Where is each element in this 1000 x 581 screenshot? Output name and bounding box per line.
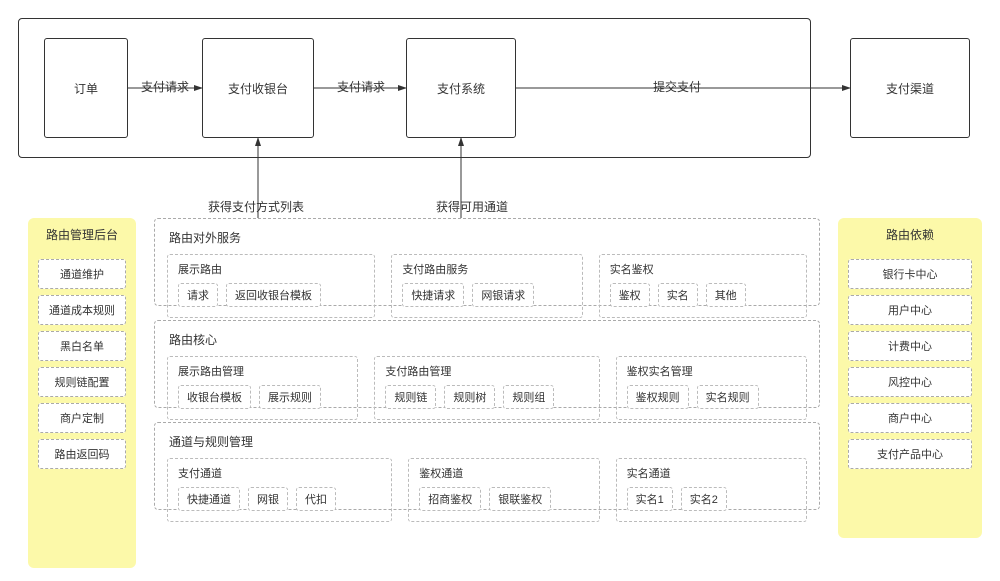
flow-box-channel: 支付渠道 — [850, 38, 970, 138]
services-panel: 路由对外服务 展示路由 请求 返回收银台模板 支付路由服务 快捷请求 网银请求 … — [154, 218, 820, 306]
panel-title: 路由对外服务 — [167, 227, 807, 254]
chip: 鉴权规则 — [627, 385, 689, 409]
group: 展示路由管理 收银台模板 展示规则 — [167, 356, 358, 420]
right-sidebar: 路由依赖 银行卡中心 用户中心 计费中心 风控中心 商户中心 支付产品中心 — [838, 218, 982, 538]
group-title: 鉴权实名管理 — [627, 363, 796, 379]
group: 支付通道 快捷通道 网银 代扣 — [167, 458, 392, 522]
group: 支付路由服务 快捷请求 网银请求 — [391, 254, 582, 318]
chip: 规则链 — [385, 385, 436, 409]
panel-title: 通道与规则管理 — [167, 431, 807, 458]
group: 支付路由管理 规则链 规则树 规则组 — [374, 356, 599, 420]
group: 鉴权通道 招商鉴权 银联鉴权 — [408, 458, 599, 522]
right-sidebar-item: 银行卡中心 — [848, 259, 972, 289]
chip: 网银请求 — [472, 283, 534, 307]
right-sidebar-title: 路由依赖 — [838, 218, 982, 253]
flow-box-paysys: 支付系统 — [406, 38, 516, 138]
right-sidebar-item: 用户中心 — [848, 295, 972, 325]
chip: 实名1 — [627, 487, 673, 511]
group: 实名鉴权 鉴权 实名 其他 — [599, 254, 807, 318]
chip: 鉴权 — [610, 283, 650, 307]
flow-box-label: 订单 — [74, 80, 98, 97]
left-sidebar-title: 路由管理后台 — [28, 218, 136, 253]
left-sidebar-item: 路由返回码 — [38, 439, 126, 469]
chip: 代扣 — [296, 487, 336, 511]
right-sidebar-item: 支付产品中心 — [848, 439, 972, 469]
flow-box-order: 订单 — [44, 38, 128, 138]
right-sidebar-item: 商户中心 — [848, 403, 972, 433]
chip: 招商鉴权 — [419, 487, 481, 511]
diagram-canvas: 订单 支付收银台 支付系统 支付渠道 支付请求 支付请求 提交支付 获得支付方式… — [0, 0, 1000, 581]
flow-box-label: 支付渠道 — [886, 80, 934, 97]
group: 实名通道 实名1 实名2 — [616, 458, 807, 522]
chip: 规则树 — [444, 385, 495, 409]
flow-box-label: 支付收银台 — [228, 80, 288, 97]
chip: 快捷请求 — [402, 283, 464, 307]
chip: 实名2 — [681, 487, 727, 511]
left-sidebar: 路由管理后台 通道维护 通道成本规则 黑白名单 规则链配置 商户定制 路由返回码 — [28, 218, 136, 568]
chip: 展示规则 — [259, 385, 321, 409]
right-sidebar-item: 计费中心 — [848, 331, 972, 361]
group: 鉴权实名管理 鉴权规则 实名规则 — [616, 356, 807, 420]
left-sidebar-item: 黑白名单 — [38, 331, 126, 361]
right-sidebar-item: 风控中心 — [848, 367, 972, 397]
flow-box-label: 支付系统 — [437, 80, 485, 97]
group-title: 支付路由管理 — [385, 363, 588, 379]
panel-title: 路由核心 — [167, 329, 807, 356]
edge-label-up-left: 获得支付方式列表 — [208, 198, 328, 215]
core-panel: 路由核心 展示路由管理 收银台模板 展示规则 支付路由管理 规则链 规则树 规则… — [154, 320, 820, 408]
chip: 网银 — [248, 487, 288, 511]
group-title: 实名通道 — [627, 465, 796, 481]
group-title: 展示路由管理 — [178, 363, 347, 379]
group-title: 展示路由 — [178, 261, 364, 277]
chip: 银联鉴权 — [489, 487, 551, 511]
left-sidebar-item: 通道成本规则 — [38, 295, 126, 325]
chip: 快捷通道 — [178, 487, 240, 511]
left-sidebar-item: 商户定制 — [38, 403, 126, 433]
edge-label-up-right: 获得可用通道 — [436, 198, 546, 215]
group-title: 鉴权通道 — [419, 465, 588, 481]
edge-label-order-cashier: 支付请求 — [128, 78, 202, 95]
channel-panel: 通道与规则管理 支付通道 快捷通道 网银 代扣 鉴权通道 招商鉴权 银联鉴权 实… — [154, 422, 820, 510]
chip: 规则组 — [503, 385, 554, 409]
chip: 其他 — [706, 283, 746, 307]
chip: 请求 — [178, 283, 218, 307]
chip: 收银台模板 — [178, 385, 251, 409]
edge-label-cashier-paysys: 支付请求 — [326, 78, 396, 95]
group: 展示路由 请求 返回收银台模板 — [167, 254, 375, 318]
group-title: 支付路由服务 — [402, 261, 571, 277]
group-title: 实名鉴权 — [610, 261, 796, 277]
edge-label-paysys-channel: 提交支付 — [642, 78, 712, 95]
left-sidebar-item: 规则链配置 — [38, 367, 126, 397]
group-title: 支付通道 — [178, 465, 381, 481]
chip: 返回收银台模板 — [226, 283, 321, 307]
flow-box-cashier: 支付收银台 — [202, 38, 314, 138]
chip: 实名规则 — [697, 385, 759, 409]
chip: 实名 — [658, 283, 698, 307]
left-sidebar-item: 通道维护 — [38, 259, 126, 289]
